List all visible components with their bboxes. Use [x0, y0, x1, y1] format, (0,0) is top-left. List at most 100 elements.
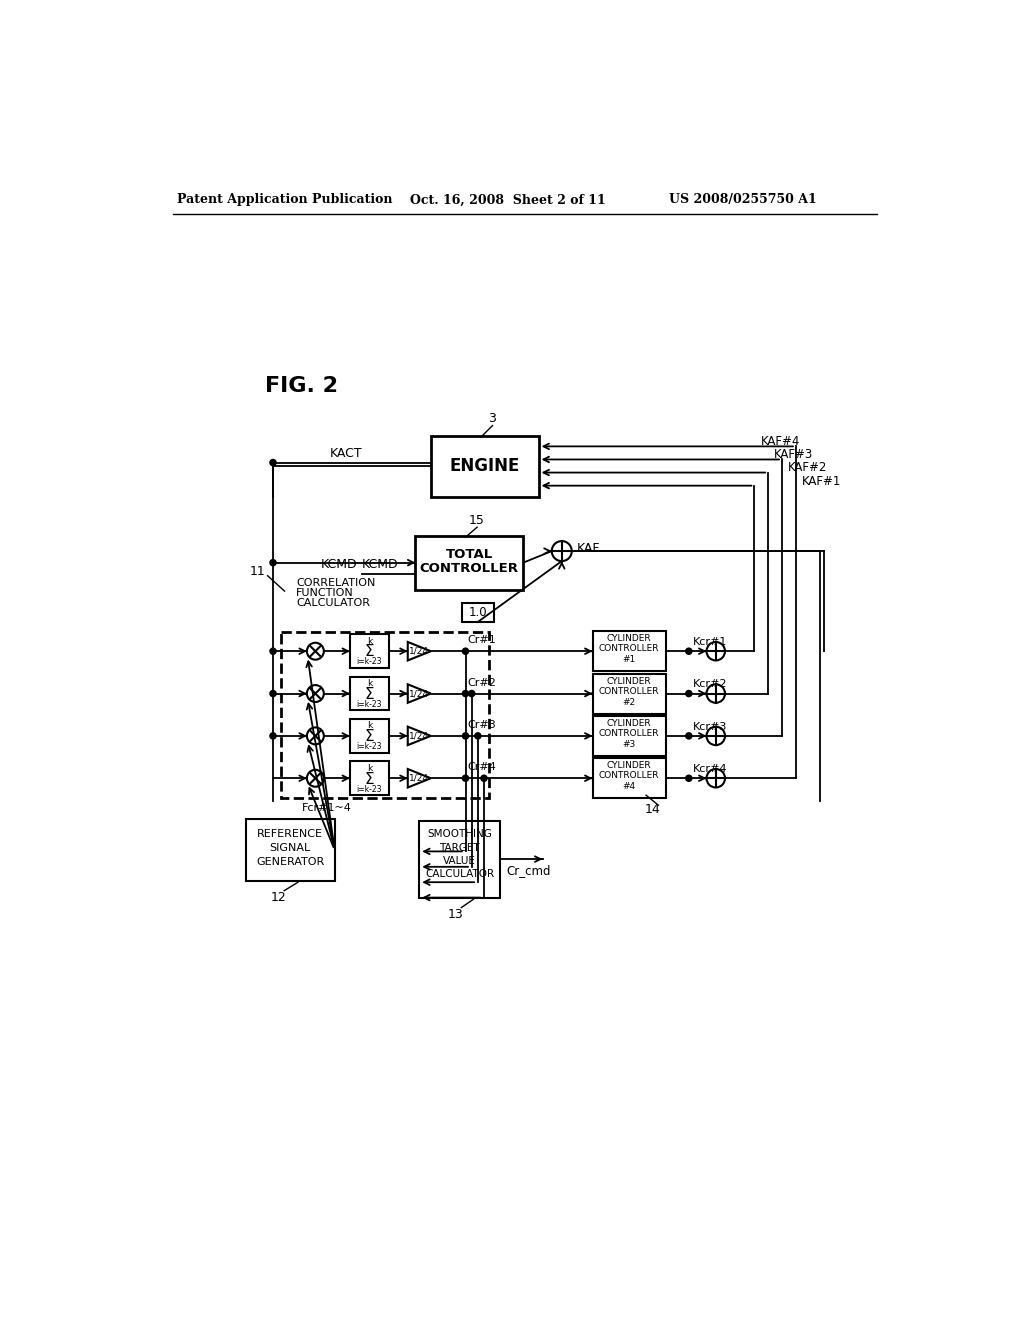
Text: #2: #2 — [623, 697, 636, 706]
Text: 15: 15 — [469, 513, 485, 527]
Text: 11: 11 — [250, 565, 265, 578]
Bar — [593, 631, 666, 671]
Bar — [350, 677, 388, 710]
Circle shape — [270, 648, 276, 655]
Polygon shape — [408, 770, 431, 788]
Text: #4: #4 — [623, 783, 636, 791]
Bar — [593, 758, 666, 799]
Text: k: k — [367, 722, 372, 730]
Circle shape — [307, 685, 324, 702]
Text: REFERENCE: REFERENCE — [257, 829, 324, 840]
Circle shape — [270, 560, 276, 566]
Text: #1: #1 — [623, 655, 636, 664]
Text: k: k — [367, 678, 372, 688]
Text: i=k-23: i=k-23 — [356, 784, 382, 793]
Text: Σ: Σ — [365, 644, 374, 660]
Text: CONTROLLER: CONTROLLER — [420, 562, 519, 576]
Text: TARGET: TARGET — [439, 842, 480, 853]
Text: i=k-23: i=k-23 — [356, 742, 382, 751]
Text: Kcr#2: Kcr#2 — [692, 680, 727, 689]
Text: FUNCTION: FUNCTION — [296, 589, 354, 598]
Text: CONTROLLER: CONTROLLER — [599, 771, 659, 780]
Text: 1/24: 1/24 — [410, 689, 429, 698]
Text: KCMD: KCMD — [322, 558, 357, 572]
Text: SMOOTHING: SMOOTHING — [427, 829, 493, 840]
Text: CYLINDER: CYLINDER — [607, 677, 651, 685]
Circle shape — [469, 690, 475, 697]
Circle shape — [307, 727, 324, 744]
Text: 14: 14 — [644, 803, 660, 816]
Circle shape — [686, 648, 692, 655]
Text: CALCULATOR: CALCULATOR — [296, 598, 370, 609]
Text: VALUE: VALUE — [443, 855, 476, 866]
Circle shape — [481, 775, 487, 781]
Text: Cr#3: Cr#3 — [468, 721, 497, 730]
Circle shape — [463, 733, 469, 739]
Text: KAF#3: KAF#3 — [774, 449, 813, 462]
Circle shape — [707, 684, 725, 702]
Text: Kcr#4: Kcr#4 — [692, 764, 727, 774]
Bar — [593, 673, 666, 714]
Text: Σ: Σ — [365, 686, 374, 702]
Text: CALCULATOR: CALCULATOR — [425, 869, 495, 879]
Bar — [350, 719, 388, 752]
Circle shape — [707, 726, 725, 744]
Polygon shape — [408, 684, 431, 702]
Circle shape — [686, 775, 692, 781]
Bar — [281, 632, 488, 797]
Text: 1/24: 1/24 — [410, 774, 429, 783]
Text: Σ: Σ — [365, 771, 374, 787]
Text: TOTAL: TOTAL — [445, 548, 493, 561]
Circle shape — [270, 690, 276, 697]
Circle shape — [307, 643, 324, 660]
Text: US 2008/0255750 A1: US 2008/0255750 A1 — [669, 194, 816, 206]
Text: KAF#2: KAF#2 — [788, 462, 827, 474]
Text: KCMD: KCMD — [361, 558, 398, 572]
Text: CONTROLLER: CONTROLLER — [599, 686, 659, 696]
Bar — [246, 818, 335, 880]
Bar — [350, 635, 388, 668]
Text: 1/24: 1/24 — [410, 647, 429, 656]
Bar — [593, 715, 666, 756]
Polygon shape — [408, 726, 431, 744]
Polygon shape — [408, 642, 431, 660]
Circle shape — [463, 648, 469, 655]
Circle shape — [707, 642, 725, 660]
Circle shape — [270, 459, 276, 466]
Text: Cr_cmd: Cr_cmd — [506, 865, 551, 878]
Bar — [462, 603, 494, 622]
Text: Kcr#1: Kcr#1 — [692, 638, 727, 647]
Circle shape — [270, 733, 276, 739]
Text: Cr#2: Cr#2 — [468, 677, 497, 688]
Text: 13: 13 — [449, 908, 464, 921]
Text: KACT: KACT — [330, 446, 362, 459]
Text: 3: 3 — [488, 412, 497, 425]
Text: k: k — [367, 764, 372, 772]
Text: GENERATOR: GENERATOR — [256, 857, 325, 867]
Text: 1.0: 1.0 — [469, 606, 487, 619]
Text: SIGNAL: SIGNAL — [269, 843, 311, 853]
Circle shape — [463, 775, 469, 781]
Text: KAF#1: KAF#1 — [802, 474, 842, 487]
Text: Kcr#3: Kcr#3 — [692, 722, 727, 731]
Text: #3: #3 — [623, 741, 636, 748]
Text: CONTROLLER: CONTROLLER — [599, 644, 659, 653]
Circle shape — [707, 770, 725, 788]
Text: CONTROLLER: CONTROLLER — [599, 729, 659, 738]
Text: CORRELATION: CORRELATION — [296, 578, 376, 589]
Circle shape — [686, 733, 692, 739]
Bar — [350, 762, 388, 795]
Text: Σ: Σ — [365, 729, 374, 744]
Text: k: k — [367, 636, 372, 645]
Text: FIG. 2: FIG. 2 — [265, 376, 338, 396]
Text: KAF: KAF — [578, 543, 601, 556]
Circle shape — [686, 690, 692, 697]
Text: 12: 12 — [271, 891, 287, 904]
Circle shape — [475, 733, 481, 739]
Bar — [431, 436, 539, 498]
Text: i=k-23: i=k-23 — [356, 700, 382, 709]
Text: KAF#4: KAF#4 — [761, 436, 800, 449]
Circle shape — [463, 690, 469, 697]
Circle shape — [307, 770, 324, 787]
Text: i=k-23: i=k-23 — [356, 657, 382, 667]
